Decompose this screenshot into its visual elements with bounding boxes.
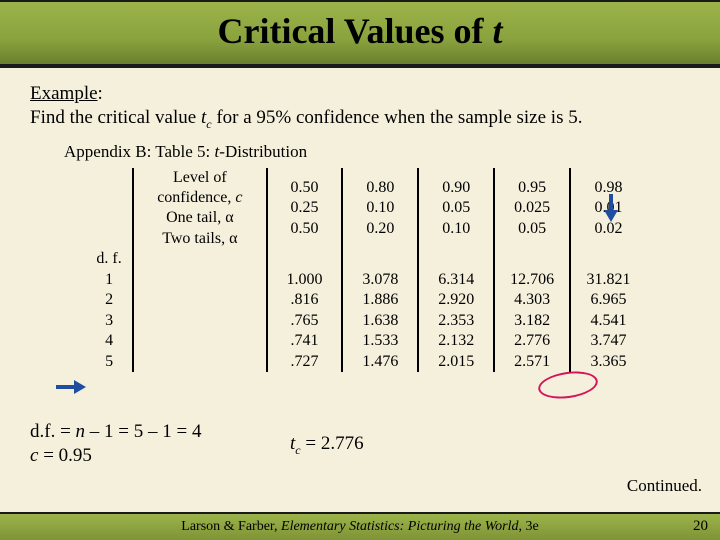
hdr-l1: Level of: [173, 169, 227, 186]
cell: .741: [267, 331, 343, 351]
c3-one: 0.025: [514, 199, 550, 216]
slide-title: Critical Values of t: [0, 10, 720, 52]
cell: 4.303: [494, 290, 570, 310]
example-label: Example: [30, 83, 98, 104]
example-body: Find the critical value tc for a 95% con…: [30, 107, 582, 128]
c0-one: 0.25: [290, 199, 318, 216]
cell: 6.965: [570, 290, 646, 310]
table-row: 2: [86, 290, 133, 310]
df-formula-rest: – 1 = 5 – 1 = 4: [85, 421, 201, 442]
example-block: Example: Find the critical value tc for …: [0, 68, 720, 138]
c2-one: 0.05: [442, 199, 470, 216]
title-ital: t: [492, 11, 502, 51]
appendix-caption: Appendix B: Table 5: t-Distribution: [0, 138, 720, 168]
cell: 1.000: [267, 270, 343, 290]
c0-two: 0.50: [290, 220, 318, 237]
footer-ital: Elementary Statistics: Picturing the Wor…: [281, 519, 518, 534]
cell: 1.476: [342, 352, 418, 372]
cell: 12.706: [494, 270, 570, 290]
c2-c: 0.90: [442, 179, 470, 196]
table-row: 4: [86, 331, 133, 351]
c1-c: 0.80: [366, 179, 394, 196]
cell: .765: [267, 311, 343, 331]
page-number: 20: [693, 518, 708, 535]
hdr-l4-sym: α: [229, 230, 237, 247]
cell: 2.571: [494, 352, 570, 372]
footer-bar: Larson & Farber, Elementary Statistics: …: [0, 512, 720, 540]
footer-post: , 3e: [518, 519, 538, 534]
cell: 2.920: [418, 290, 494, 310]
t-table: Level of confidence, c One tail, α Two t…: [86, 168, 646, 373]
hdr-l3-sym: α: [225, 209, 233, 226]
cell: .816: [267, 290, 343, 310]
hdr-l2-pre: confidence,: [157, 189, 235, 206]
continued-label: Continued.: [627, 476, 702, 496]
example-colon: :: [98, 83, 103, 104]
table-row: 3: [86, 311, 133, 331]
circle-highlight: [536, 368, 599, 402]
result-tc: tc = 2.776: [290, 433, 364, 458]
c3-c: 0.95: [518, 179, 546, 196]
title-bar: Critical Values of t: [0, 0, 720, 68]
df-formula-n: n: [76, 421, 86, 442]
hdr-l3-pre: One tail,: [166, 209, 225, 226]
cell: 3.078: [342, 270, 418, 290]
cell: 2.015: [418, 352, 494, 372]
cell: 3.747: [570, 331, 646, 351]
formulae-block: d.f. = n – 1 = 5 – 1 = 4 c = 0.95: [30, 420, 201, 468]
c3-two: 0.05: [518, 220, 546, 237]
hdr-l4-pre: Two tails,: [162, 230, 229, 247]
example-post: for a 95% confidence when the sample siz…: [212, 107, 583, 128]
slide: Critical Values of t Example: Find the c…: [0, 0, 720, 540]
table-row: 1: [86, 270, 133, 290]
cell: 2.353: [418, 311, 494, 331]
cell: 31.821: [570, 270, 646, 290]
cell: 2.776: [494, 331, 570, 351]
cell: 3.365: [570, 352, 646, 372]
c1-two: 0.20: [366, 220, 394, 237]
appendix-pre: Appendix B: Table 5:: [64, 142, 215, 161]
cell: 4.541: [570, 311, 646, 331]
title-pre: Critical Values of: [217, 11, 492, 51]
c4-two: 0.02: [595, 220, 623, 237]
cell: 1.638: [342, 311, 418, 331]
cell: .727: [267, 352, 343, 372]
footer-pre: Larson & Farber,: [181, 519, 281, 534]
c0-c: 0.50: [290, 179, 318, 196]
result-eq: = 2.776: [301, 433, 364, 454]
cell: 1.533: [342, 331, 418, 351]
df-formula-pre: d.f. =: [30, 421, 76, 442]
c-formula-val: = 0.95: [38, 445, 91, 466]
arrow-right-icon: [56, 380, 86, 394]
appendix-post: -Distribution: [219, 142, 307, 161]
c2-two: 0.10: [442, 220, 470, 237]
c1-one: 0.10: [366, 199, 394, 216]
example-pre: Find the critical value: [30, 107, 201, 128]
cell: 2.132: [418, 331, 494, 351]
cell: 1.886: [342, 290, 418, 310]
cell: 3.182: [494, 311, 570, 331]
cell: 6.314: [418, 270, 494, 290]
table-row: 5: [86, 352, 133, 372]
df-label: d. f.: [86, 249, 133, 269]
hdr-l2-it: c: [235, 189, 242, 206]
arrow-down-icon: [604, 194, 618, 222]
